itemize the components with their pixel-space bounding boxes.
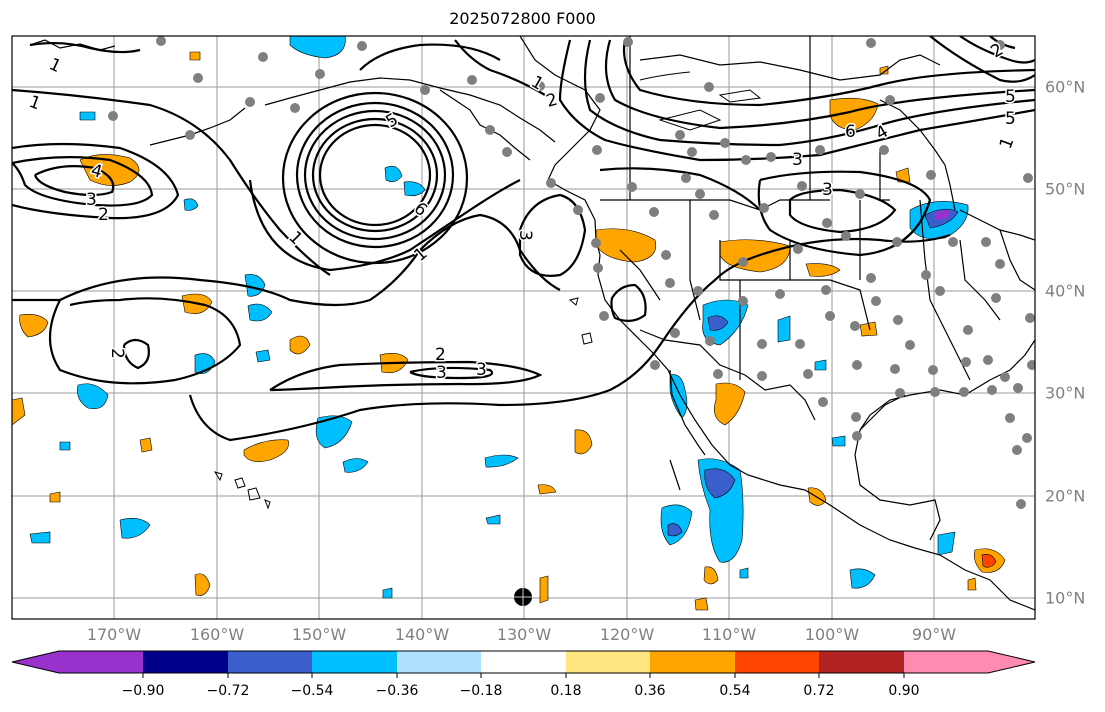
colorbar-tick-label: −0.90 xyxy=(121,683,165,699)
contour-label: 5 xyxy=(1005,87,1016,107)
contour-label: 1 xyxy=(26,92,43,114)
lon-tick-label: 120°W xyxy=(599,625,655,644)
lon-tick-label: 100°W xyxy=(804,625,860,644)
map-frame xyxy=(11,35,1036,620)
islands xyxy=(213,71,762,510)
lon-tick-label: 140°W xyxy=(394,625,450,644)
contour-label: 2 xyxy=(98,205,109,225)
lat-tick-label: 20°N xyxy=(1045,486,1086,506)
colorbar-tick-label: 0.54 xyxy=(719,683,751,699)
contour-label: 5 xyxy=(1005,109,1016,129)
colorbar-tick-label: −0.72 xyxy=(206,683,250,699)
contour-label: 1 xyxy=(46,54,64,77)
colorbar-tick-label: −0.36 xyxy=(375,683,419,699)
contour-label: 1 xyxy=(284,227,306,249)
colorbar-tick-label: −0.18 xyxy=(459,683,503,699)
shaded-field xyxy=(12,36,1006,611)
contour-label: 6 xyxy=(845,122,856,142)
colorbar-tick-label: 0.72 xyxy=(803,683,835,699)
colorbar-tick-label: 0.36 xyxy=(634,683,666,699)
lat-tick-label: 10°N xyxy=(1045,588,1086,608)
colorbar-tick-label: 0.18 xyxy=(550,683,582,699)
contour-label: 1 xyxy=(996,135,1018,152)
lon-tick-label: 150°W xyxy=(291,625,347,644)
lon-tick-label: 90°W xyxy=(911,625,957,644)
lat-tick-label: 40°N xyxy=(1045,281,1086,301)
contour-label: 3 xyxy=(436,363,447,383)
colorbar-tick-label: −0.54 xyxy=(290,683,334,699)
contour-label: 3 xyxy=(476,360,487,380)
lat-tick-label: 60°N xyxy=(1045,77,1086,97)
contour-label: 2 xyxy=(107,348,127,359)
colorbar-tick-label: 0.90 xyxy=(888,683,920,699)
contour-label: 3 xyxy=(515,230,535,241)
lat-tick-label: 50°N xyxy=(1045,179,1086,199)
lon-tick-label: 130°W xyxy=(496,625,552,644)
coastlines xyxy=(29,36,1035,611)
gridlines xyxy=(12,36,1035,619)
map-title: 2025072800 F000 xyxy=(449,9,596,28)
lon-tick-label: 110°W xyxy=(701,625,757,644)
station-dots xyxy=(108,36,1035,509)
contours xyxy=(12,36,1035,442)
lon-tick-label: 160°W xyxy=(189,625,245,644)
lon-tick-label: 170°W xyxy=(86,625,142,644)
contour-label: 3 xyxy=(86,190,97,210)
contour-label: 3 xyxy=(792,150,803,170)
contour-label: 2 xyxy=(435,345,446,365)
contour-label: 2 xyxy=(544,90,560,112)
contour-label: 3 xyxy=(822,180,833,200)
lat-tick-label: 30°N xyxy=(1045,383,1086,403)
